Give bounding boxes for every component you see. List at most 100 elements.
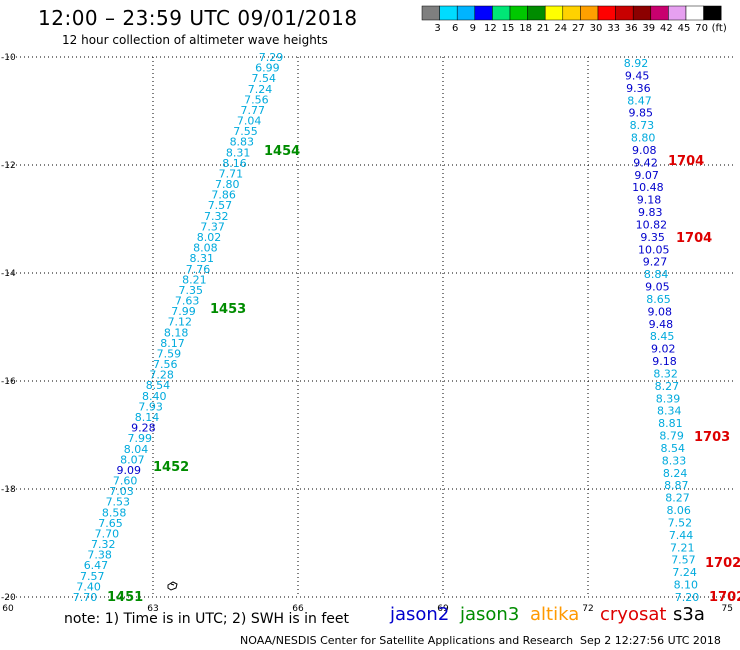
swh-value: 9.42	[633, 156, 658, 169]
swh-value: 7.56	[153, 358, 178, 371]
lat-tick-label: -18	[1, 485, 16, 495]
swh-value: 7.57	[80, 570, 105, 583]
swh-value: 7.38	[87, 549, 112, 562]
credit-org: NOAA/NESDIS Center for Satellite Applica…	[240, 634, 574, 647]
swh-value: 7.12	[168, 316, 193, 329]
pass-time-label: 1704	[668, 154, 704, 169]
swh-value: 8.34	[657, 405, 682, 418]
colorbar-label: 21	[537, 23, 550, 34]
swh-value: 7.65	[98, 517, 123, 530]
swh-value: 8.17	[160, 337, 185, 350]
colorbar-swatch	[650, 5, 669, 21]
colorbar-swatch	[527, 5, 546, 21]
colorbar-label: 30	[590, 23, 603, 34]
swh-value: 9.36	[626, 82, 651, 95]
colorbar-swatch	[439, 5, 458, 21]
swh-value: 7.57	[208, 199, 233, 212]
swh-value: 7.80	[215, 178, 240, 191]
colorbar-label: 42	[660, 23, 673, 34]
legend-s3a: s3a	[673, 604, 705, 625]
swh-value: 8.39	[656, 392, 681, 405]
swh-value: 7.24	[248, 83, 273, 96]
swh-value: 9.35	[640, 231, 665, 244]
colorbar-label: 24	[554, 23, 567, 34]
swh-value: 7.63	[175, 295, 200, 308]
lat-tick-label: -16	[1, 377, 16, 387]
legend-jason3: jason3	[460, 604, 520, 625]
axis-tick-labels: 60 63 66 69 72 75 -10 -12 -14 -16 -18 -20	[1, 53, 733, 614]
colorbar-label: 45	[678, 23, 691, 34]
swh-value: 7.56	[244, 93, 269, 106]
swh-value: 7.20	[675, 591, 700, 604]
swh-value: 9.28	[131, 422, 156, 435]
swh-value: 8.16	[222, 157, 247, 170]
swh-value: 7.44	[669, 529, 694, 542]
swh-value: 9.18	[637, 194, 662, 207]
swh-value: 8.06	[666, 504, 691, 517]
swh-value: 8.10	[674, 579, 699, 592]
swh-value: 8.27	[655, 380, 680, 393]
swh-value: 9.07	[634, 169, 659, 182]
swh-value: 6.99	[255, 62, 280, 75]
swh-value: 10.82	[636, 218, 668, 231]
swh-value: 9.05	[645, 281, 670, 294]
swh-value: 7.99	[171, 305, 196, 318]
pass-time-label: 1452	[153, 460, 189, 475]
swh-value: 9.18	[652, 355, 677, 368]
colorbar-swatch	[597, 5, 616, 21]
swh-value: 8.31	[226, 146, 251, 159]
colorbar-swatch	[509, 5, 528, 21]
swh-value: 7.99	[127, 432, 152, 445]
swh-value: 6.47	[84, 559, 109, 572]
colorbar-legend: 3 6 9 12 15 18 21 24 27 30 33 36 39 42 45 70 (ft)	[421, 5, 727, 34]
colorbar-label: (ft)	[712, 23, 727, 34]
colorbar-swatch	[544, 5, 564, 21]
colorbar-swatch	[580, 5, 599, 21]
colorbar-swatch	[632, 5, 652, 21]
swh-value: 8.54	[661, 442, 686, 455]
colorbar-label: 9	[470, 23, 476, 34]
colorbar-swatch	[562, 5, 581, 21]
legend-note: note: 1) Time is in UTC; 2) SWH is in fe…	[64, 611, 350, 627]
swh-value: 9.09	[117, 464, 142, 477]
swh-value: 7.77	[241, 104, 266, 117]
colorbar-swatch	[668, 5, 687, 21]
page-title: 12:00 – 23:59 UTC 09/01/2018	[38, 6, 358, 30]
swh-value: 9.08	[647, 305, 672, 318]
satellite-tracks: 7.707.407.576.477.387.327.707.658.587.53…	[73, 51, 740, 605]
swh-value: 7.37	[200, 220, 225, 233]
swh-value: 8.80	[631, 132, 656, 145]
pass-time-label: 1704	[676, 231, 712, 246]
swh-value: 8.18	[164, 326, 189, 339]
colorbar-label: 12	[484, 23, 497, 34]
colorbar-label: 36	[625, 23, 638, 34]
swh-value: 7.93	[138, 400, 163, 413]
swh-value: 8.81	[658, 417, 683, 430]
swh-value: 8.33	[662, 454, 687, 467]
swh-value: 7.53	[106, 496, 131, 509]
legend-jason2: jason2	[390, 604, 450, 625]
swh-value: 8.08	[193, 242, 218, 255]
lon-tick-label: 60	[2, 604, 14, 614]
swh-value: 7.35	[179, 284, 204, 297]
swh-value: 7.40	[76, 580, 101, 593]
colorbar-swatch	[703, 5, 722, 21]
swh-value: 7.29	[259, 51, 284, 64]
island-outline	[167, 581, 178, 591]
pass-time-label: 1451	[107, 590, 143, 605]
colorbar-label: 70	[695, 23, 708, 34]
swh-value: 9.83	[638, 206, 663, 219]
swh-value: 7.71	[219, 167, 244, 180]
swh-value: 7.60	[113, 475, 138, 488]
swh-value: 7.03	[109, 485, 134, 498]
swh-value: 8.04	[124, 443, 149, 456]
swh-value: 8.40	[142, 390, 167, 403]
swh-value: 8.84	[644, 268, 669, 281]
swh-value: 9.02	[651, 343, 676, 356]
swh-value: 8.07	[120, 453, 145, 466]
colorbar-swatch	[492, 5, 511, 21]
swh-value: 8.73	[630, 119, 655, 132]
swh-value: 7.55	[233, 125, 258, 138]
colorbar-label: 6	[452, 23, 458, 34]
